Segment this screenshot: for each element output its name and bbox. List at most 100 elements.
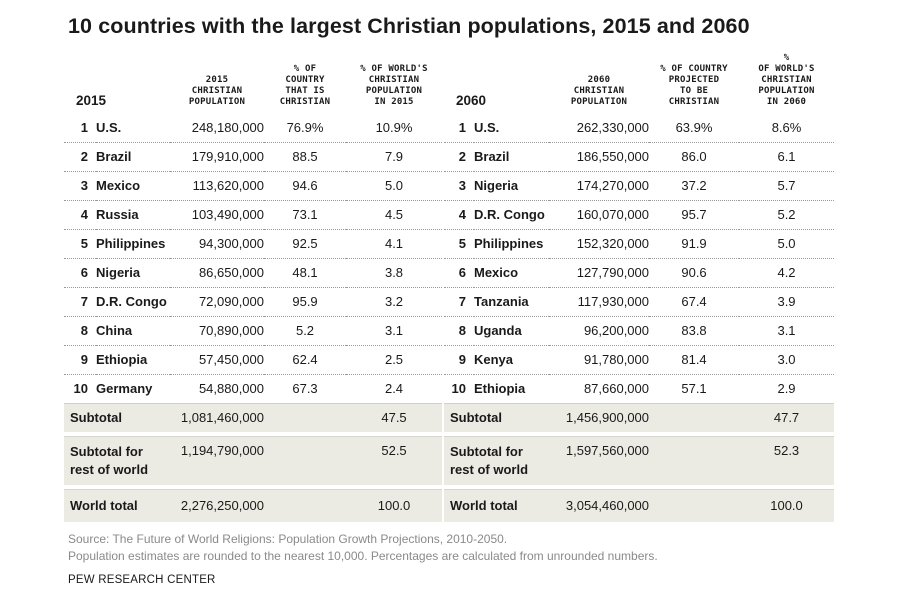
rank-cell: 1	[444, 113, 474, 143]
year-label: 2060	[456, 93, 487, 108]
country-cell: Germany	[96, 374, 171, 404]
population-cell: 179,910,000	[170, 142, 265, 172]
country-cell: Kenya	[474, 345, 550, 375]
rank-cell: 3	[444, 171, 474, 201]
year-label: 2015	[76, 93, 107, 108]
pct-world-cell: 4.1	[346, 229, 443, 259]
subtotal-label: World total	[64, 488, 171, 522]
table-row: 7 D.R. Congo 72,090,000 95.9 3.2	[64, 287, 443, 317]
population-cell: 186,550,000	[549, 142, 650, 172]
subtotal-pct-world: 52.3	[739, 436, 835, 485]
pct-country-cell: 5.2	[264, 316, 347, 346]
subtotal-pct-world: 52.5	[346, 436, 443, 485]
population-cell: 94,300,000	[170, 229, 265, 259]
separator-cell	[444, 432, 835, 437]
country-cell: Brazil	[474, 142, 550, 172]
pct-world-cell: 2.9	[739, 374, 835, 404]
pct-country-cell: 92.5	[264, 229, 347, 259]
subtotal-population: 2,276,250,000	[170, 488, 265, 522]
rank-cell: 6	[444, 258, 474, 288]
country-cell: Uganda	[474, 316, 550, 346]
population-cell: 54,880,000	[170, 374, 265, 404]
column-header-population: 2060 CHRISTIAN POPULATION	[570, 75, 628, 107]
subtotal-population: 1,081,460,000	[170, 403, 265, 432]
subtotal-pct-country	[649, 488, 740, 522]
pct-world-cell: 3.9	[739, 287, 835, 317]
country-cell: Philippines	[96, 229, 171, 259]
rank-cell: 8	[444, 316, 474, 346]
population-cell: 57,450,000	[170, 345, 265, 375]
rest-of-world-row: Subtotal for rest of world 1,597,560,000 5…	[444, 436, 835, 485]
population-cell: 152,320,000	[549, 229, 650, 259]
table-row: 7 Tanzania 117,930,000 67.4 3.9	[444, 287, 835, 317]
table-row: 1 U.S. 248,180,000 76.9% 10.9%	[64, 113, 443, 143]
table-row: 10 Germany 54,880,000 67.3 2.4	[64, 374, 443, 404]
country-cell: China	[96, 316, 171, 346]
population-cell: 96,200,000	[549, 316, 650, 346]
pct-country-cell: 73.1	[264, 200, 347, 230]
table-row: 1 U.S. 262,330,000 63.9% 8.6%	[444, 113, 835, 143]
pct-country-cell: 76.9%	[264, 113, 347, 143]
subtotal-pct-world: 100.0	[346, 488, 443, 522]
population-cell: 160,070,000	[549, 200, 650, 230]
pct-world-cell: 3.1	[346, 316, 443, 346]
subtotal-population: 1,597,560,000	[549, 436, 650, 485]
country-cell: D.R. Congo	[474, 200, 550, 230]
subtotal-pct-world: 47.7	[739, 403, 835, 432]
country-cell: Mexico	[474, 258, 550, 288]
subtotal-pct-country	[649, 436, 740, 485]
subtotal-pct-country	[264, 403, 347, 432]
pct-country-cell: 91.9	[649, 229, 740, 259]
column-header-pct-country: % OF COUNTRY THAT IS CHRISTIAN	[279, 64, 331, 107]
pct-world-cell: 2.4	[346, 374, 443, 404]
pct-country-cell: 95.7	[649, 200, 740, 230]
rank-cell: 9	[64, 345, 96, 375]
table-2015: 2015 2015 CHRISTIAN POPULATION % OF COUN…	[64, 40, 443, 522]
table-row: 8 China 70,890,000 5.2 3.1	[64, 316, 443, 346]
pct-country-cell: 88.5	[264, 142, 347, 172]
table-row: 4 D.R. Congo 160,070,000 95.7 5.2	[444, 200, 835, 230]
column-header-pct-world: % OF WORLD'S CHRISTIAN POPULATION IN 201…	[360, 64, 428, 107]
pct-world-cell: 3.1	[739, 316, 835, 346]
country-cell: U.S.	[96, 113, 171, 143]
subtotal-label: Subtotal	[444, 403, 550, 432]
population-cell: 127,790,000	[549, 258, 650, 288]
population-cell: 248,180,000	[170, 113, 265, 143]
rank-cell: 1	[64, 113, 96, 143]
country-cell: Ethiopia	[96, 345, 171, 375]
table-row: 10 Ethiopia 87,660,000 57.1 2.9	[444, 374, 835, 404]
table-row: 3 Nigeria 174,270,000 37.2 5.7	[444, 171, 835, 201]
subtotal-row: Subtotal 1,081,460,000 47.5	[64, 403, 443, 432]
subtotal-pct-world: 100.0	[739, 488, 835, 522]
pct-country-cell: 83.8	[649, 316, 740, 346]
pct-world-cell: 5.0	[346, 171, 443, 201]
table-row: 3 Mexico 113,620,000 94.6 5.0	[64, 171, 443, 201]
table-row: 5 Philippines 94,300,000 92.5 4.1	[64, 229, 443, 259]
pct-country-cell: 67.4	[649, 287, 740, 317]
subtotal-pct-country	[264, 488, 347, 522]
row-separator	[444, 432, 835, 437]
rank-cell: 7	[444, 287, 474, 317]
rank-cell: 5	[444, 229, 474, 259]
table-header-row: 2060 2060 CHRISTIAN POPULATION % OF COUN…	[444, 40, 834, 113]
pct-world-cell: 3.2	[346, 287, 443, 317]
pct-world-cell: 7.9	[346, 142, 443, 172]
rank-cell: 3	[64, 171, 96, 201]
subtotal-pct-country	[264, 436, 347, 485]
subtotal-pct-country	[649, 403, 740, 432]
table-row: 6 Nigeria 86,650,000 48.1 3.8	[64, 258, 443, 288]
rank-cell: 4	[444, 200, 474, 230]
world-total-row: World total 2,276,250,000 100.0	[64, 488, 443, 522]
table-row: 2 Brazil 186,550,000 86.0 6.1	[444, 142, 835, 172]
column-header-population: 2015 CHRISTIAN POPULATION	[188, 75, 246, 107]
organization-label: PEW RESEARCH CENTER	[68, 574, 216, 586]
pct-world-cell: 8.6%	[739, 113, 835, 143]
pct-world-cell: 5.0	[739, 229, 835, 259]
subtotal-population: 3,054,460,000	[549, 488, 650, 522]
rank-cell: 10	[444, 374, 474, 404]
pct-country-cell: 94.6	[264, 171, 347, 201]
rank-cell: 6	[64, 258, 96, 288]
table-row: 2 Brazil 179,910,000 88.5 7.9	[64, 142, 443, 172]
rank-cell: 2	[64, 142, 96, 172]
country-cell: U.S.	[474, 113, 550, 143]
